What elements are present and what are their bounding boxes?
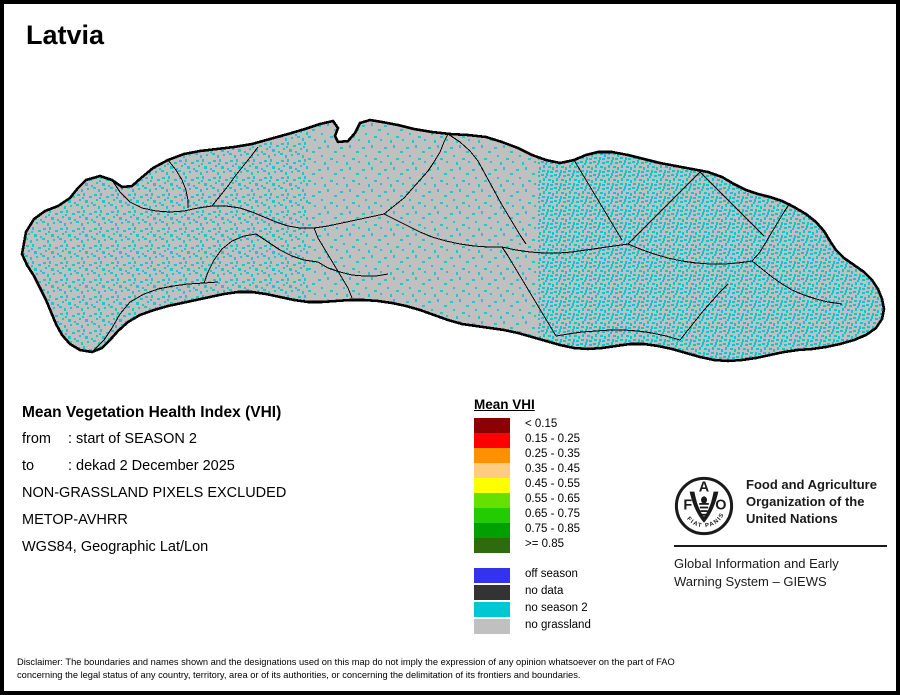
fao-branding: F A O FIAT PANIS Food and Agriculture Or… bbox=[674, 476, 889, 590]
info-projection: WGS84, Geographic Lat/Lon bbox=[22, 538, 209, 555]
legend-label: 0.35 - 0.45 bbox=[525, 463, 580, 476]
legend-class-list: < 0.15 0.15 - 0.25 0.25 - 0.35 0.35 - 0.… bbox=[474, 417, 649, 553]
map-info-block: Mean Vegetation Health Index (VHI) from:… bbox=[22, 404, 452, 567]
legend-label: no grassland bbox=[525, 619, 591, 632]
fao-header-row: F A O FIAT PANIS Food and Agriculture Or… bbox=[674, 476, 889, 536]
legend-label: < 0.15 bbox=[525, 418, 558, 431]
legend-swatch bbox=[474, 584, 510, 600]
legend-title: Mean VHI bbox=[474, 397, 535, 412]
legend-label: 0.55 - 0.65 bbox=[525, 493, 580, 506]
legend-swatch bbox=[474, 477, 510, 493]
legend-item[interactable]: no season 2 bbox=[474, 601, 649, 618]
legend-label: no data bbox=[525, 585, 564, 598]
legend-swatch bbox=[474, 492, 510, 508]
info-from-value: : start of SEASON 2 bbox=[68, 431, 197, 448]
disclaimer: Disclaimer: The boundaries and names sho… bbox=[17, 656, 879, 683]
info-from-row: from : start of SEASON 2 bbox=[22, 431, 452, 448]
legend-label: off season bbox=[525, 568, 578, 581]
info-to-row: to : dekad 2 December 2025 bbox=[22, 457, 452, 475]
legend-label: no season 2 bbox=[525, 602, 588, 615]
info-from-label: from bbox=[22, 431, 51, 448]
legend-swatch bbox=[474, 462, 510, 478]
map-canvas[interactable] bbox=[8, 56, 896, 366]
legend-swatch bbox=[474, 618, 510, 634]
legend-label: 0.15 - 0.25 bbox=[525, 433, 580, 446]
legend-label: 0.45 - 0.55 bbox=[525, 478, 580, 491]
legend-item[interactable]: 0.35 - 0.45 bbox=[474, 462, 649, 478]
svg-text:F: F bbox=[683, 498, 692, 514]
fao-divider bbox=[674, 545, 887, 547]
legend-item[interactable]: 0.65 - 0.75 bbox=[474, 507, 649, 523]
legend-spacer bbox=[474, 553, 649, 567]
legend-item[interactable]: no grassland bbox=[474, 618, 649, 635]
legend-label: 0.25 - 0.35 bbox=[525, 448, 580, 461]
fao-logo-icon: F A O FIAT PANIS bbox=[674, 476, 734, 536]
legend-item[interactable]: 0.15 - 0.25 bbox=[474, 432, 649, 448]
disclaimer-line-2: concerning the legal status of any count… bbox=[17, 670, 581, 681]
giews-line-2: Warning System – GIEWS bbox=[674, 573, 827, 589]
legend-swatch bbox=[474, 601, 510, 617]
legend-item[interactable]: < 0.15 bbox=[474, 417, 649, 433]
legend-item[interactable]: 0.25 - 0.35 bbox=[474, 447, 649, 463]
legend-item[interactable]: 0.45 - 0.55 bbox=[474, 477, 649, 493]
info-to-label: to bbox=[22, 457, 35, 474]
legend-item[interactable]: no data bbox=[474, 584, 649, 601]
fao-name-line-3: United Nations bbox=[746, 511, 838, 527]
legend-item[interactable]: 0.55 - 0.65 bbox=[474, 492, 649, 508]
fao-name-line-2: Organization of the bbox=[746, 494, 865, 510]
svg-text:O: O bbox=[715, 498, 726, 514]
legend-label: 0.65 - 0.75 bbox=[525, 508, 580, 521]
legend-item[interactable]: off season bbox=[474, 567, 649, 584]
fao-name-line-1: Food and Agriculture bbox=[746, 477, 877, 492]
disclaimer-line-1: Disclaimer: The boundaries and names sho… bbox=[17, 657, 675, 667]
legend-item[interactable]: >= 0.85 bbox=[474, 537, 649, 553]
svg-text:A: A bbox=[699, 480, 710, 496]
info-sensor: METOP-AVHRR bbox=[22, 511, 128, 528]
legend: Mean VHI < 0.15 0.15 - 0.25 0.25 - 0.35 … bbox=[474, 398, 649, 635]
page-title: Latvia bbox=[26, 20, 105, 50]
legend-label: >= 0.85 bbox=[525, 538, 565, 551]
legend-special-list: off season no data no season 2 no grassl… bbox=[474, 567, 649, 635]
legend-item[interactable]: 0.75 - 0.85 bbox=[474, 522, 649, 538]
legend-swatch bbox=[474, 537, 510, 553]
legend-label: 0.75 - 0.85 bbox=[525, 523, 580, 536]
legend-swatch bbox=[474, 417, 510, 433]
legend-swatch bbox=[474, 567, 510, 583]
district-boundaries bbox=[91, 133, 843, 353]
info-heading: Mean Vegetation Health Index (VHI) bbox=[22, 404, 282, 421]
info-to-value: : dekad 2 December 2025 bbox=[68, 457, 235, 474]
legend-swatch bbox=[474, 522, 510, 538]
fao-organization-name: Food and Agriculture Organization of the… bbox=[746, 476, 877, 527]
legend-swatch bbox=[474, 447, 510, 463]
latvia-outline bbox=[20, 118, 886, 363]
info-pixels-note: NON-GRASSLAND PIXELS EXCLUDED bbox=[22, 484, 287, 501]
legend-swatch bbox=[474, 432, 510, 448]
giews-label: Global Information and Early Warning Sys… bbox=[674, 555, 889, 590]
giews-line-1: Global Information and Early bbox=[674, 556, 839, 571]
legend-swatch bbox=[474, 507, 510, 523]
